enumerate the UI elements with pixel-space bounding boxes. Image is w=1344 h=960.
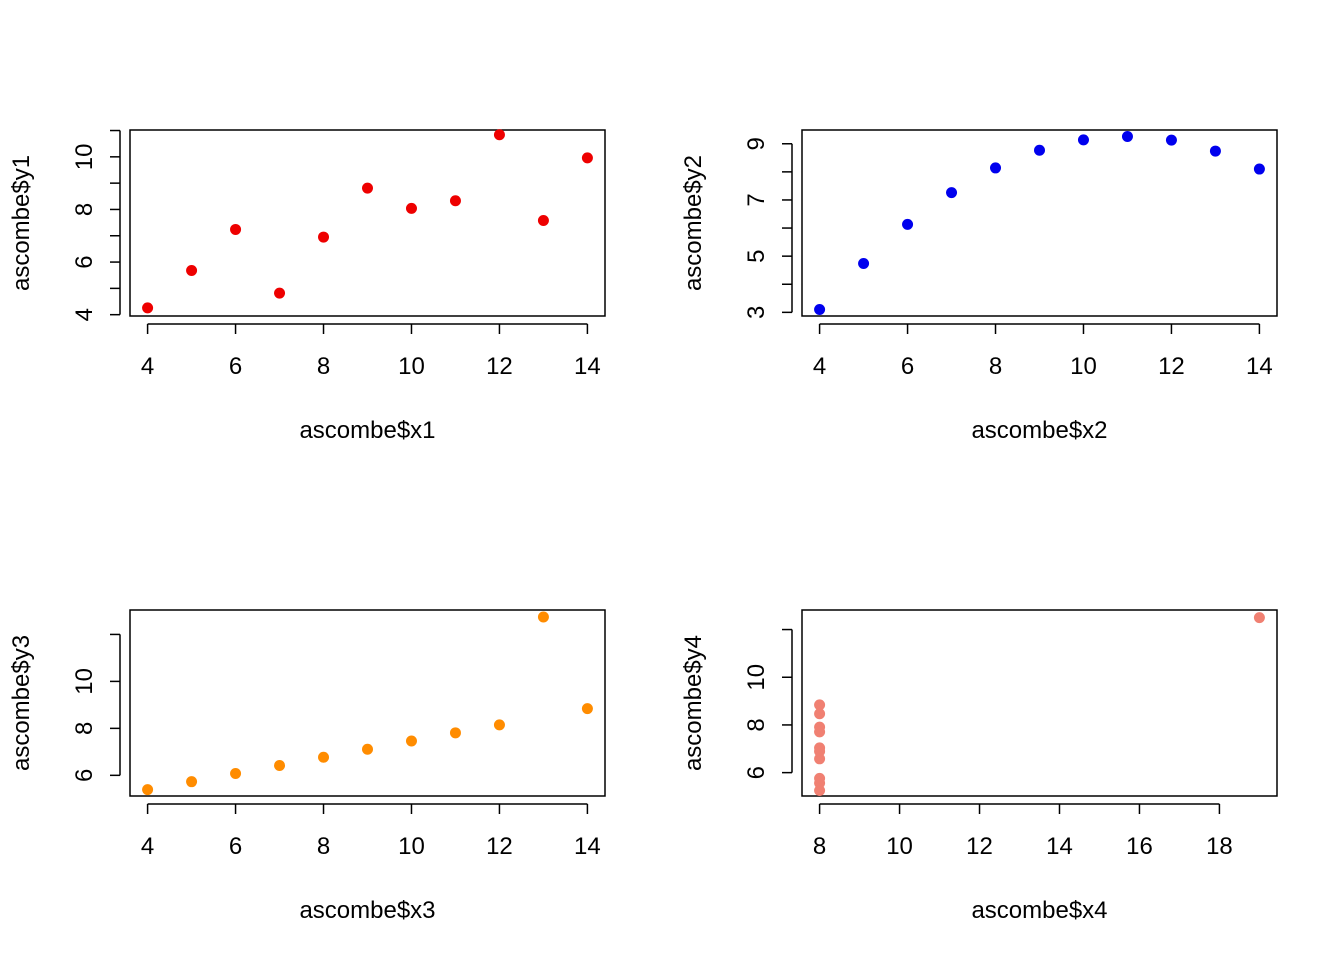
y-tick-label: 3 bbox=[743, 306, 770, 319]
data-point bbox=[142, 302, 154, 314]
data-point bbox=[1209, 145, 1221, 157]
panel-x2-y2: 4 6 8 10 12 14 3 5 7 9 ascombe$x2 ascombe$y2 bbox=[680, 129, 1278, 444]
x-tick-label: 12 bbox=[1158, 353, 1185, 380]
x-tick-label: 8 bbox=[317, 833, 330, 860]
data-point bbox=[493, 129, 505, 141]
x-tick-label: 14 bbox=[574, 833, 601, 860]
data-point bbox=[1253, 612, 1265, 624]
y-tick-label: 7 bbox=[743, 193, 770, 206]
data-point bbox=[581, 152, 593, 164]
y-tick-label: 8 bbox=[71, 203, 98, 216]
x-axis-title: ascombe$x4 bbox=[971, 897, 1107, 924]
data-point bbox=[1253, 163, 1265, 175]
data-point bbox=[186, 776, 198, 788]
x-tick-label: 10 bbox=[398, 833, 425, 860]
data-point bbox=[814, 777, 826, 789]
x-axis-title: ascombe$x2 bbox=[971, 417, 1107, 444]
data-point bbox=[318, 231, 330, 243]
x-axis-title: ascombe$x3 bbox=[299, 897, 435, 924]
data-point bbox=[814, 708, 826, 720]
y-tick-label: 4 bbox=[71, 308, 98, 321]
panel-x3-y3: 4 6 8 10 12 14 6 8 10 ascombe$x3 ascombe$y3 bbox=[8, 609, 606, 924]
data-point bbox=[814, 721, 826, 733]
data-point bbox=[537, 215, 549, 227]
data-point bbox=[274, 759, 286, 771]
data-point bbox=[362, 182, 373, 194]
data-point bbox=[814, 304, 826, 316]
x-tick-label: 8 bbox=[813, 833, 826, 860]
y-tick-label: 6 bbox=[71, 255, 98, 268]
data-point bbox=[814, 699, 826, 711]
plot-frame bbox=[801, 609, 1278, 797]
x-tick-label: 10 bbox=[398, 353, 425, 380]
x-tick-label: 12 bbox=[486, 833, 513, 860]
data-point bbox=[230, 223, 242, 235]
data-point bbox=[405, 202, 417, 214]
data-point bbox=[142, 784, 154, 796]
x-tick-label: 14 bbox=[574, 353, 601, 380]
data-point bbox=[449, 195, 461, 207]
x-tick-label: 12 bbox=[486, 353, 513, 380]
data-point bbox=[902, 218, 914, 230]
y-tick-label: 10 bbox=[71, 668, 98, 695]
y-axis-title: ascombe$y3 bbox=[8, 635, 35, 771]
x-axis-title: ascombe$x1 bbox=[299, 417, 435, 444]
data-point bbox=[814, 745, 826, 757]
x-tick-label: 4 bbox=[813, 353, 826, 380]
data-point bbox=[274, 287, 286, 299]
y-tick-label: 9 bbox=[743, 137, 770, 150]
x-tick-label: 10 bbox=[1070, 353, 1097, 380]
x-tick-label: 12 bbox=[966, 833, 993, 860]
x-tick-label: 14 bbox=[1246, 353, 1273, 380]
data-point bbox=[581, 703, 593, 715]
data-point bbox=[186, 264, 198, 276]
x-tick-label: 6 bbox=[901, 353, 914, 380]
data-point bbox=[362, 743, 373, 755]
x-tick-label: 18 bbox=[1206, 833, 1233, 860]
data-point bbox=[1034, 144, 1045, 156]
plot-frame bbox=[801, 129, 1278, 317]
data-point bbox=[1165, 134, 1177, 146]
x-tick-label: 10 bbox=[886, 833, 913, 860]
data-point bbox=[405, 735, 417, 747]
data-point bbox=[946, 187, 958, 199]
x-tick-label: 8 bbox=[317, 353, 330, 380]
y-tick-label: 10 bbox=[71, 143, 98, 170]
x-tick-label: 4 bbox=[141, 353, 154, 380]
data-point bbox=[449, 727, 461, 739]
x-tick-label: 6 bbox=[229, 353, 242, 380]
y-tick-label: 10 bbox=[743, 664, 770, 691]
y-tick-label: 8 bbox=[71, 722, 98, 735]
data-point bbox=[1121, 130, 1133, 142]
y-tick-label: 8 bbox=[743, 718, 770, 731]
x-tick-label: 4 bbox=[141, 833, 154, 860]
plot-frame bbox=[129, 129, 606, 317]
data-point bbox=[858, 257, 870, 269]
y-tick-label: 6 bbox=[71, 769, 98, 782]
plot-frame bbox=[129, 609, 606, 797]
panel-x1-y1: 4 6 8 10 12 14 4 6 8 10 ascombe$x1 ascombe$y1 bbox=[8, 129, 606, 444]
y-axis-title: ascombe$y1 bbox=[8, 155, 35, 291]
y-axis-title: ascombe$y2 bbox=[680, 155, 707, 291]
y-tick-label: 6 bbox=[743, 766, 770, 779]
data-point bbox=[230, 767, 242, 779]
data-point bbox=[537, 611, 549, 623]
x-tick-label: 6 bbox=[229, 833, 242, 860]
y-tick-label: 5 bbox=[743, 249, 770, 262]
x-tick-label: 16 bbox=[1126, 833, 1153, 860]
data-point bbox=[493, 719, 505, 731]
data-point bbox=[1077, 134, 1089, 146]
x-tick-label: 8 bbox=[989, 353, 1002, 380]
panel-x4-y4: 8 10 12 14 16 18 6 8 10 ascombe$x4 ascombe$y4 bbox=[680, 609, 1278, 924]
y-axis-title: ascombe$y4 bbox=[680, 635, 707, 771]
data-point bbox=[990, 162, 1002, 174]
x-tick-label: 14 bbox=[1046, 833, 1073, 860]
data-point bbox=[318, 751, 330, 763]
